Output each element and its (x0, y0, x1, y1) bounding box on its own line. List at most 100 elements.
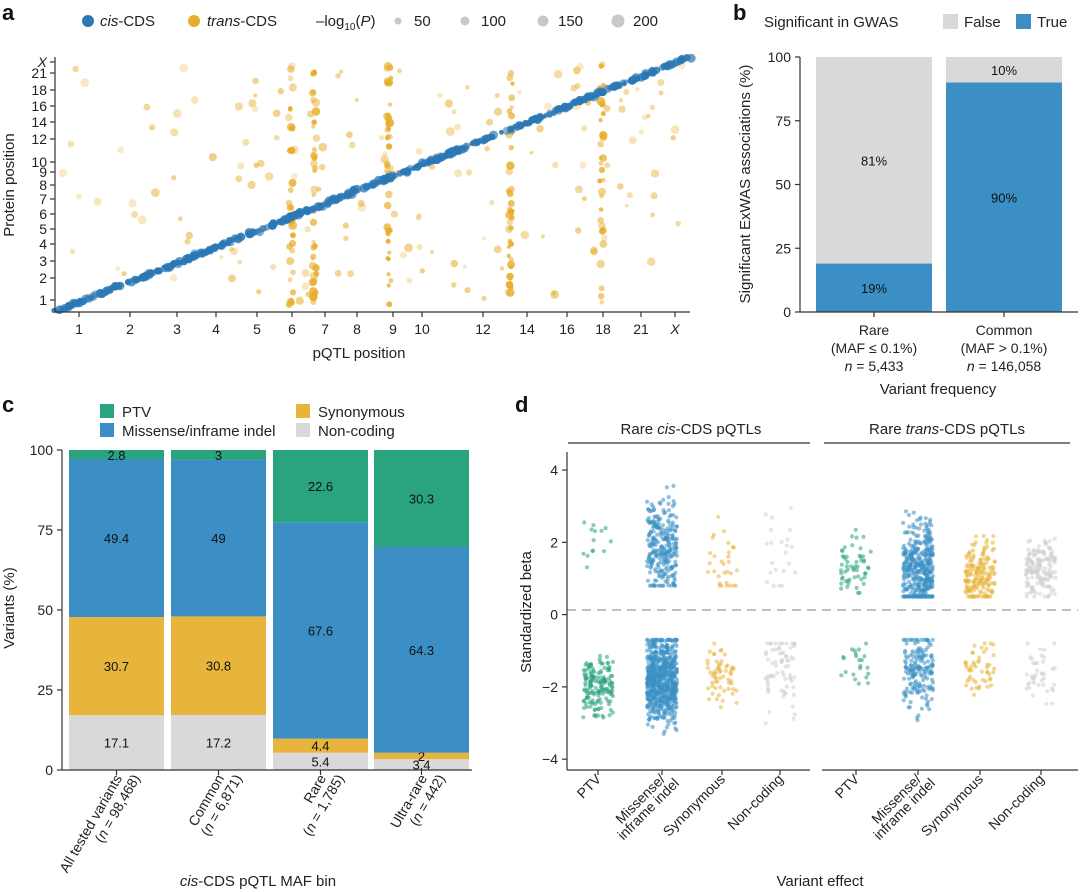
bar-segment-missense-inframe-indel (374, 546, 469, 753)
beta-point (924, 547, 930, 552)
beta-point (1031, 561, 1036, 566)
trans-point (406, 277, 413, 284)
beta-point (1036, 567, 1041, 572)
trans-point (675, 220, 681, 227)
beta-point (964, 574, 970, 579)
beta-point (902, 562, 907, 567)
x-category-label: PTV (574, 770, 605, 801)
panel-b-bars: 19% 81% 90% 10% (816, 57, 1062, 312)
trans-point (623, 88, 630, 95)
beta-point (647, 555, 652, 560)
beta-point (656, 685, 661, 690)
beta-point (1042, 647, 1047, 652)
beta-point (601, 549, 607, 554)
beta-point (911, 559, 916, 565)
beta-point (1030, 575, 1035, 580)
beta-point (1042, 566, 1047, 571)
beta-point (986, 574, 991, 579)
beta-point (930, 662, 935, 668)
beta-point (901, 637, 906, 643)
cis-point (420, 160, 428, 168)
beta-point (859, 558, 864, 563)
trans-point (624, 203, 629, 208)
beta-point (988, 683, 994, 688)
beta-point (1026, 547, 1031, 552)
beta-point (906, 512, 912, 518)
panel-c-x-title: cis-CDS pQTL MAF bin (180, 873, 336, 890)
beta-point (645, 499, 650, 504)
beta-point (662, 556, 667, 562)
trans-point (445, 127, 455, 136)
beta-point (657, 659, 662, 664)
trans-point (295, 296, 304, 305)
beta-point (674, 545, 679, 550)
beta-point (969, 686, 974, 691)
beta-point (969, 668, 974, 673)
beta-point (770, 661, 775, 666)
panel-d-y-ticks: −4 −2 0 2 4 (542, 462, 567, 767)
beta-point (838, 568, 844, 573)
beta-point (1041, 682, 1046, 687)
beta-point (1024, 580, 1029, 585)
beta-point (651, 688, 656, 693)
beta-point (914, 637, 919, 643)
beta-point (647, 583, 653, 588)
trans-point (304, 226, 311, 233)
legend-noncoding-swatch (296, 423, 310, 437)
trans-point (616, 183, 624, 190)
legend-ptv-label: PTV (122, 404, 151, 421)
beta-point (841, 656, 847, 661)
beta-point (926, 522, 931, 527)
beta-point (930, 637, 935, 643)
beta-point (845, 559, 850, 565)
beta-point (657, 573, 662, 578)
trans-point (396, 68, 402, 74)
y-tick-label: 100 (768, 49, 792, 65)
beta-point (1031, 553, 1036, 559)
beta-point (910, 594, 915, 599)
y-tick-label: 18 (31, 82, 47, 98)
cis-point (285, 215, 292, 221)
beta-point (649, 502, 654, 507)
beta-point (707, 561, 712, 566)
trans-point (600, 132, 606, 139)
trans-point (385, 238, 391, 244)
beta-point (645, 696, 651, 701)
beta-point (601, 715, 606, 720)
beta-point (912, 685, 917, 690)
cis-point (343, 190, 352, 199)
beta-point (674, 549, 679, 555)
beta-point (719, 559, 724, 564)
beta-point (865, 665, 870, 670)
beta-point (728, 571, 734, 576)
beta-point (789, 544, 795, 549)
beta-point (665, 687, 670, 692)
x-tick-label: 4 (212, 321, 220, 337)
beta-point (716, 514, 721, 520)
beta-point (920, 550, 925, 555)
cis-point (247, 230, 255, 238)
beta-point (925, 637, 930, 643)
trans-point (288, 187, 294, 193)
beta-point (664, 485, 670, 490)
panel-c-bars: 17.1 30.7 49.4 2.8 17.2 30.8 49 3 5.44.4 67.6 22.6… (69, 448, 469, 773)
trans-point (277, 87, 284, 95)
x-category-label: PTV (832, 770, 863, 801)
beta-point (671, 581, 676, 586)
beta-point (984, 594, 989, 599)
beta-point (647, 552, 652, 557)
beta-point (653, 700, 658, 706)
trans-point (600, 111, 606, 117)
x-category-label: Rare (859, 322, 890, 338)
beta-point (672, 713, 677, 719)
beta-point (851, 567, 856, 573)
beta-point (965, 569, 970, 574)
beta-point (713, 686, 718, 691)
cis-point (630, 75, 638, 83)
trans-point (544, 102, 553, 111)
beta-point (653, 567, 658, 572)
trans-point (505, 168, 513, 176)
trans-point (318, 163, 326, 171)
beta-point (765, 677, 770, 682)
beta-point (658, 531, 663, 536)
